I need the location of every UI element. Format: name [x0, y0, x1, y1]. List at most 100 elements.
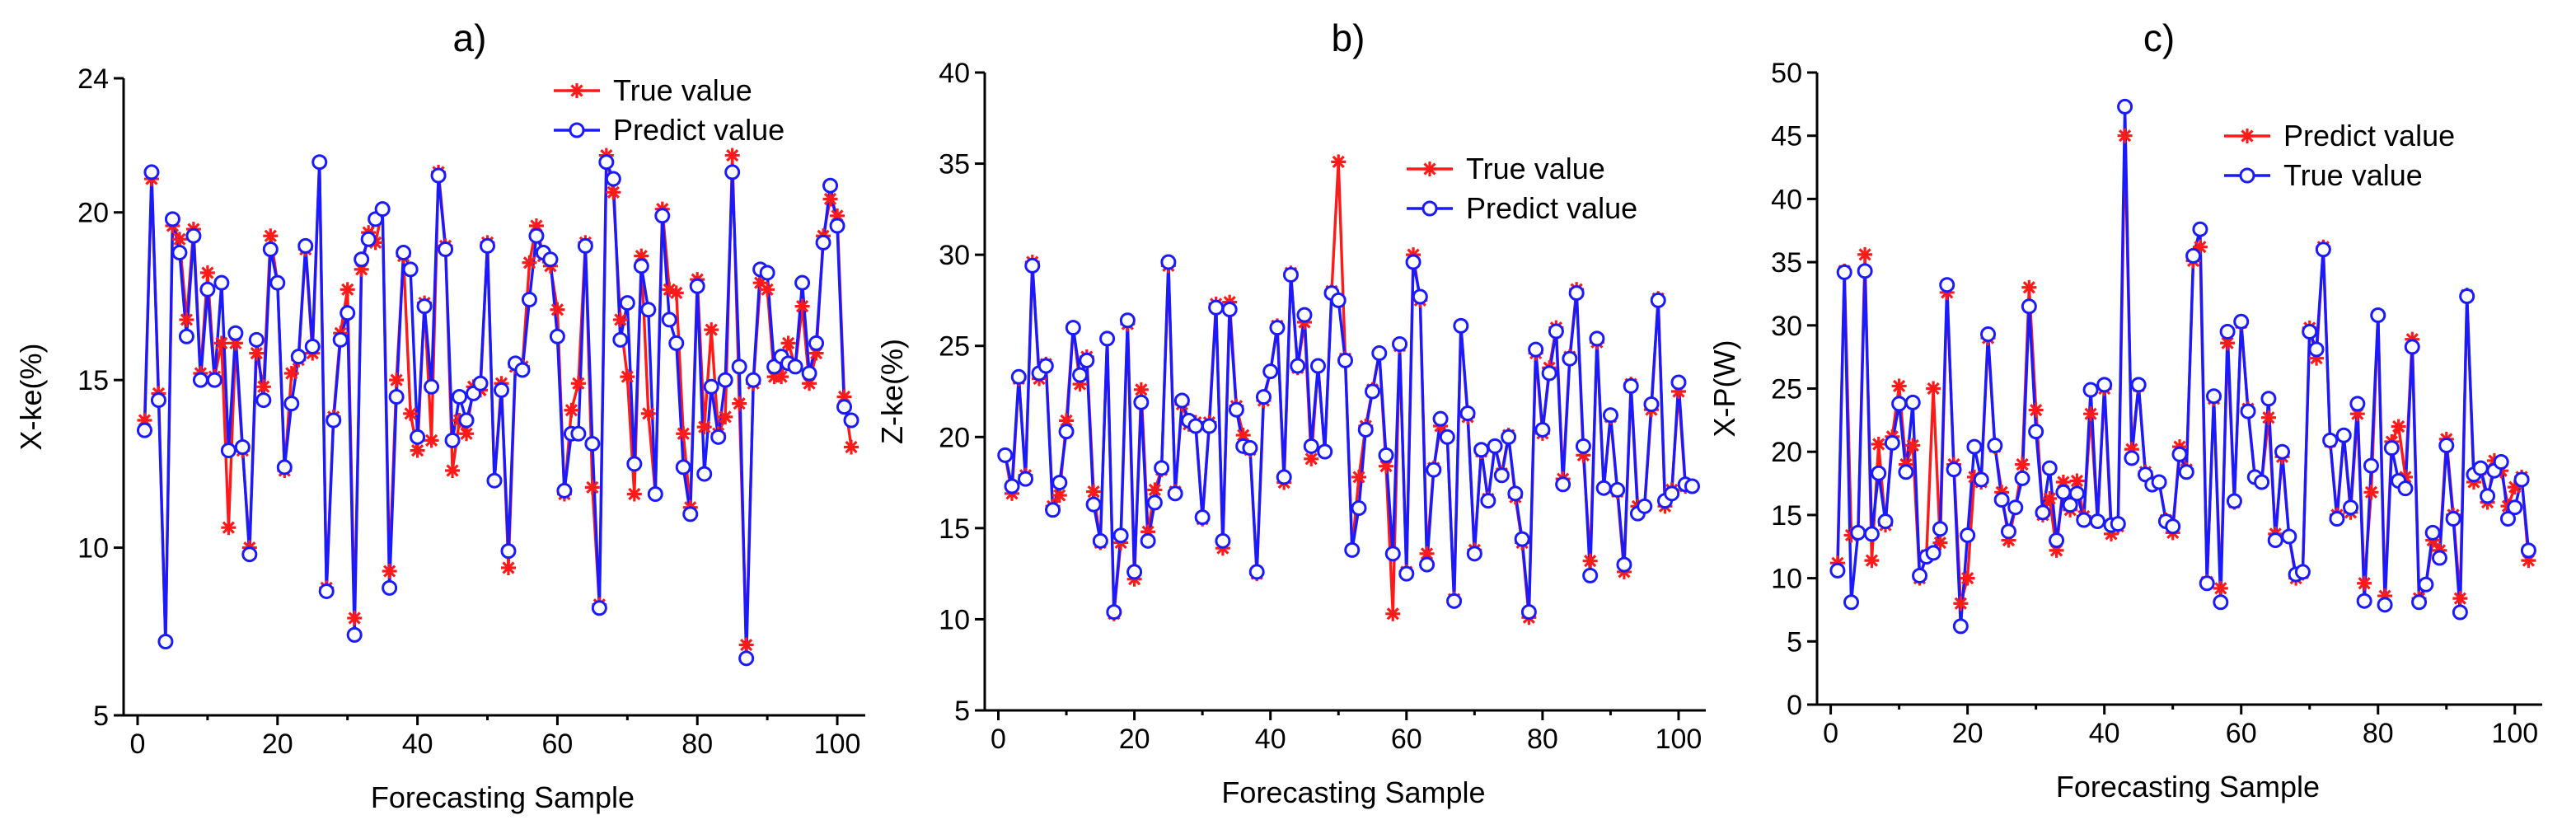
data-point — [2165, 518, 2181, 535]
data-point — [528, 227, 545, 244]
y-tick-label: 45 — [1771, 121, 1802, 152]
data-point — [2472, 460, 2489, 476]
data-point — [2404, 339, 2420, 355]
data-point — [283, 396, 300, 412]
data-point — [2007, 499, 2024, 516]
data-point — [522, 255, 537, 270]
data-point — [213, 335, 229, 351]
panel-title: a) — [453, 16, 487, 59]
data-point — [822, 177, 839, 194]
data-point — [1891, 396, 1908, 412]
data-point — [514, 362, 531, 378]
data-point — [2076, 512, 2092, 528]
data-point — [2049, 532, 2065, 549]
legend: True value Predict value — [1407, 152, 1637, 225]
data-point — [1194, 509, 1211, 526]
data-point — [2240, 403, 2256, 419]
data-point — [2185, 247, 2202, 264]
data-point — [1480, 493, 1496, 509]
data-point — [1528, 341, 1544, 358]
data-point — [2206, 388, 2222, 405]
data-point — [2459, 288, 2475, 305]
data-point — [171, 232, 187, 247]
data-point — [1664, 485, 1680, 502]
data-point — [2294, 564, 2311, 580]
data-point — [1602, 407, 1618, 424]
series-line — [143, 160, 853, 660]
data-point — [1010, 368, 1027, 385]
data-point — [1392, 336, 1408, 353]
data-point — [1877, 513, 1894, 530]
data-point — [1952, 618, 1969, 635]
data-point — [150, 392, 166, 409]
data-point — [738, 637, 754, 653]
data-point — [213, 274, 230, 291]
data-point — [255, 379, 271, 395]
data-point — [2213, 594, 2229, 611]
data-point — [605, 171, 621, 187]
data-point — [1568, 285, 1585, 302]
legend-label: True value — [613, 73, 752, 107]
data-point — [577, 237, 593, 254]
y-axis-title: Z-ke(%) — [875, 339, 909, 444]
data-point — [2124, 450, 2140, 466]
data-point — [2130, 377, 2147, 393]
y-tick-label: 5 — [954, 696, 970, 727]
data-point — [1242, 440, 1258, 457]
data-point — [2452, 591, 2468, 607]
data-point — [696, 466, 713, 482]
data-point — [1623, 377, 1639, 394]
data-point — [1351, 469, 1367, 485]
data-point — [402, 261, 419, 278]
data-point — [1932, 521, 1948, 537]
data-point — [382, 564, 397, 579]
data-point — [2335, 427, 2352, 443]
data-point — [500, 560, 516, 575]
data-point — [2117, 98, 2133, 115]
data-point — [1248, 564, 1265, 580]
data-point — [452, 389, 468, 405]
data-point — [424, 378, 440, 395]
data-point — [2493, 453, 2509, 470]
data-point — [682, 506, 699, 522]
data-point — [1501, 429, 1517, 445]
data-point — [199, 265, 215, 280]
data-point — [2069, 473, 2085, 489]
data-point — [1555, 476, 1571, 493]
data-point — [654, 208, 671, 224]
data-point — [2000, 523, 2016, 540]
data-point — [612, 331, 629, 348]
y-tick-label: 10 — [939, 604, 970, 635]
data-point — [2438, 438, 2455, 454]
data-point — [843, 412, 859, 429]
data-point — [347, 611, 363, 626]
data-point — [1262, 363, 1279, 380]
data-point — [276, 459, 293, 476]
data-point — [2452, 604, 2468, 621]
data-point — [1850, 524, 1866, 541]
data-point — [1643, 396, 1660, 412]
data-point — [1459, 405, 1476, 422]
x-tick-label: 40 — [1255, 724, 1286, 755]
data-point — [696, 419, 712, 435]
y-tick-label: 10 — [77, 533, 109, 565]
data-point — [1932, 535, 1948, 551]
data-point — [2254, 474, 2270, 490]
data-point — [2055, 484, 2072, 500]
data-point — [732, 396, 747, 411]
data-point — [619, 295, 635, 312]
data-point — [1912, 568, 1928, 584]
data-point — [2096, 377, 2113, 393]
data-point — [2363, 485, 2379, 500]
data-point — [1575, 438, 1591, 454]
data-point — [458, 412, 475, 429]
legend-marker — [569, 83, 584, 98]
data-point — [1953, 596, 1969, 611]
data-point — [1228, 401, 1244, 418]
data-point — [1351, 500, 1367, 517]
data-point — [724, 164, 741, 180]
data-point — [1650, 292, 1666, 308]
data-point — [1290, 358, 1306, 374]
y-tick-label: 24 — [77, 63, 109, 95]
data-point — [760, 282, 775, 298]
